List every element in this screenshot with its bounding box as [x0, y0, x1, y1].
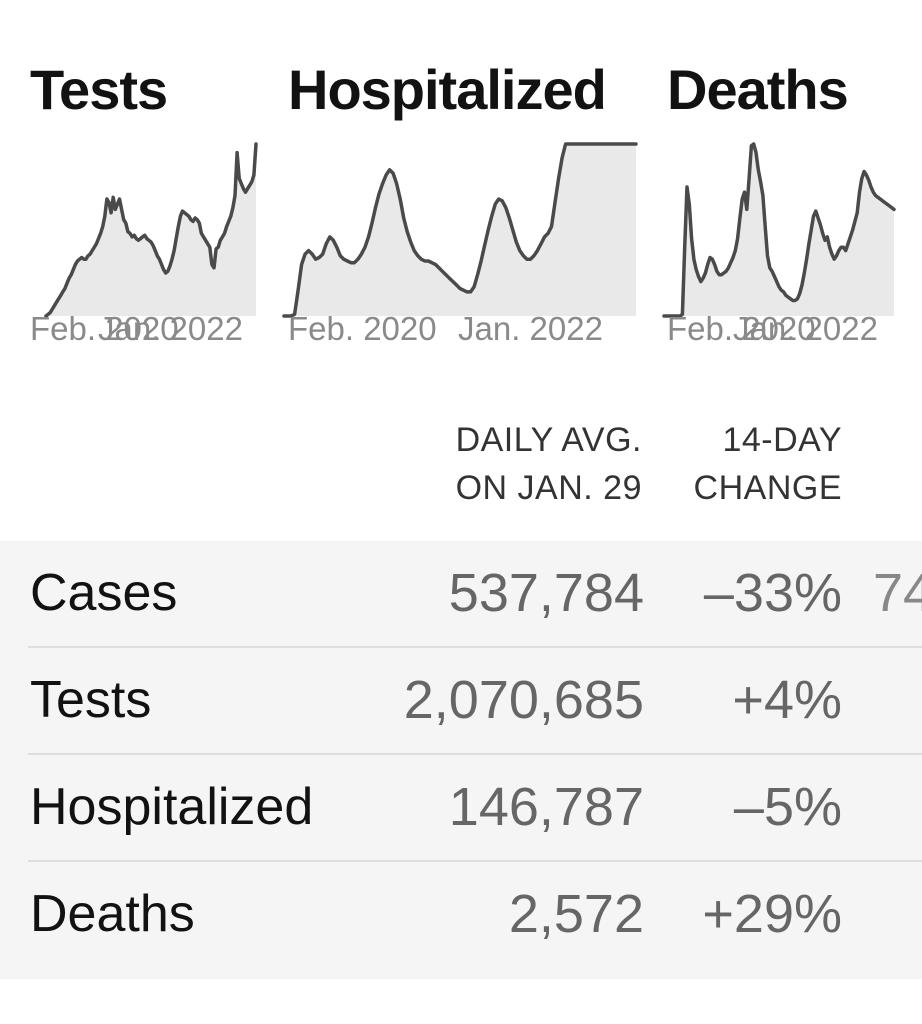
daily-avg-value: 2,572 [509, 882, 644, 946]
daily-avg-value: 146,787 [449, 775, 644, 839]
table-row-deaths: Deaths 2,572 +29% [28, 862, 922, 969]
row-label: Deaths [30, 882, 195, 946]
hospitalized-sparkline [280, 130, 650, 330]
change-value: +4% [732, 668, 842, 732]
change-value: –5% [734, 775, 842, 839]
truncated-value: 74 [873, 561, 922, 625]
daily-avg-value: 2,070,685 [404, 668, 644, 732]
table-row-cases: Cases 537,784 –33% 74 [28, 541, 922, 648]
daily-avg-header: DAILY AVG. ON JAN. 29 [456, 416, 642, 512]
hospitalized-x-start-label: Feb. 2020 [288, 312, 437, 345]
change-header-line1: 14-DAY [694, 416, 842, 464]
daily-avg-value: 537,784 [449, 561, 644, 625]
hospitalized-x-end-label: Jan. 2022 [458, 312, 603, 345]
change-value: –33% [704, 561, 842, 625]
stats-table: Cases 537,784 –33% 74 Tests 2,070,685 +4… [0, 541, 922, 979]
row-label: Tests [30, 668, 151, 732]
tests-chart-title: Tests [30, 62, 167, 118]
tests-x-end-label: Jan. 2022 [98, 312, 243, 345]
change-value: +29% [702, 882, 842, 946]
sparkline-area-deaths [664, 144, 894, 316]
table-row-tests: Tests 2,070,685 +4% [28, 648, 922, 755]
daily-avg-header-line2: ON JAN. 29 [456, 464, 642, 512]
change-header-line2: CHANGE [694, 464, 842, 512]
table-row-hospitalized: Hospitalized 146,787 –5% [28, 755, 922, 862]
daily-avg-header-line1: DAILY AVG. [456, 416, 642, 464]
deaths-x-end-label: Jan. 2022 [733, 312, 878, 345]
row-label: Cases [30, 561, 177, 625]
change-header: 14-DAY CHANGE [694, 416, 842, 512]
row-label: Hospitalized [30, 775, 313, 839]
tests-sparkline [40, 130, 270, 330]
deaths-sparkline [660, 130, 910, 330]
deaths-chart-title: Deaths [667, 62, 848, 118]
hospitalized-chart-title: Hospitalized [288, 62, 606, 118]
